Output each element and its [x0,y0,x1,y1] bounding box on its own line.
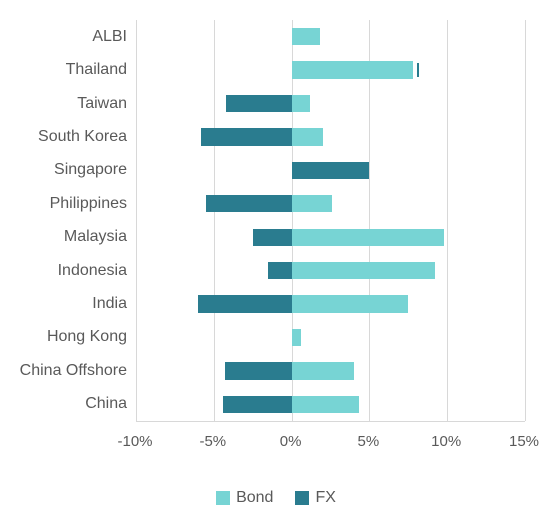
category-label: Thailand [66,61,135,79]
category-label: India [92,295,135,313]
x-tick-label: 15% [509,433,539,450]
fx-bar [206,195,292,212]
bar-row [136,396,525,413]
bar-row [136,61,525,78]
bar-row [136,162,525,179]
bar-row [136,362,525,379]
legend-item-bond: Bond [216,489,273,507]
bond-bar [292,128,323,145]
category-label: Taiwan [77,95,135,113]
legend: Bond FX [0,489,552,507]
fx-bar [226,95,291,112]
gridline [447,20,448,421]
legend-label-fx: FX [315,489,335,507]
x-tick-label: 10% [431,433,461,450]
category-label: Philippines [50,195,135,213]
legend-label-bond: Bond [236,489,273,507]
bond-bar [292,61,413,78]
category-label: South Korea [38,128,135,146]
bond-bar [292,262,435,279]
fx-bar [201,128,291,145]
category-label: China Offshore [20,362,135,380]
bond-bar [292,396,359,413]
category-label: China [85,395,135,413]
x-tick-label: 0% [280,433,302,450]
bar-row [136,28,525,45]
fx-bar [253,229,292,246]
gridline [292,20,293,421]
fx-bar [223,396,291,413]
bar-row [136,229,525,246]
category-label: ALBI [92,28,135,46]
gridline [369,20,370,421]
bond-bar [292,195,332,212]
gridline [214,20,215,421]
bond-bar [292,95,311,112]
x-tick-label: -5% [199,433,226,450]
bar-end-cap [417,63,419,77]
category-label: Hong Kong [47,328,135,346]
category-label: Indonesia [58,262,135,280]
bond-fx-returns-chart: -10% -5% 0% 5% 10% 15% ALBI Thailand Taiwan South… [0,0,552,521]
bond-bar [292,229,444,246]
bar-row [136,128,525,145]
bond-bar [292,28,320,45]
fx-bar [225,362,292,379]
legend-item-fx: FX [295,489,335,507]
category-label: Singapore [54,161,135,179]
x-axis-line [136,421,525,422]
x-tick-label: 5% [358,433,380,450]
category-label: Malaysia [64,228,135,246]
bond-swatch-icon [216,491,230,505]
bar-row [136,195,525,212]
fx-bar [198,295,291,312]
bond-bar [292,362,354,379]
x-tick-label: -10% [117,433,152,450]
bar-row [136,329,525,346]
gridline [525,20,526,421]
fx-bar [292,162,370,179]
fx-bar [268,262,291,279]
bar-row [136,262,525,279]
bar-row [136,95,525,112]
bond-bar [292,329,301,346]
plot-area [135,20,525,421]
bond-bar [292,295,409,312]
fx-swatch-icon [295,491,309,505]
bar-row [136,295,525,312]
gridline [136,20,137,421]
